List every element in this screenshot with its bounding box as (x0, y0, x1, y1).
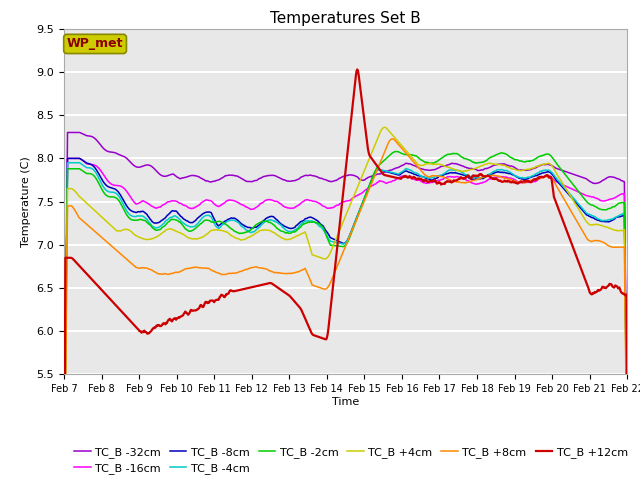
X-axis label: Time: Time (332, 397, 359, 407)
Text: WP_met: WP_met (67, 37, 124, 50)
Legend: TC_B -32cm, TC_B -16cm, TC_B -8cm, TC_B -4cm, TC_B -2cm, TC_B +4cm, TC_B +8cm, T: TC_B -32cm, TC_B -16cm, TC_B -8cm, TC_B … (70, 442, 632, 479)
Title: Temperatures Set B: Temperatures Set B (270, 11, 421, 26)
Y-axis label: Temperature (C): Temperature (C) (21, 156, 31, 247)
